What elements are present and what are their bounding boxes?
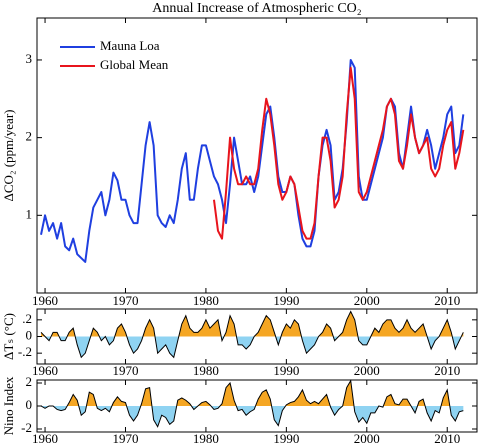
series-line [212, 66, 465, 240]
x-tick-label: 1980 [193, 363, 219, 378]
x-tick-label: 1970 [112, 431, 138, 446]
x-tick-label: 1960 [32, 363, 58, 378]
y-tick-label: 3 [26, 51, 33, 66]
x-tick-label: 2010 [434, 431, 460, 446]
y-tick-label: 0 [26, 327, 33, 342]
x-tick-label: 1990 [273, 293, 299, 308]
x-tick-label: 2010 [434, 293, 460, 308]
x-tick-label: 1960 [32, 431, 58, 446]
area-positive [41, 311, 464, 337]
x-tick-label: 1990 [273, 363, 299, 378]
area-line [40, 379, 464, 428]
x-tick-label: 1990 [273, 431, 299, 446]
y-tick-label: 2 [26, 374, 33, 389]
y-tick-label: -.2 [18, 344, 32, 359]
y-tick-label: -2 [21, 420, 32, 435]
y-tick-label: .2 [22, 311, 32, 326]
y-axis-label: ΔCO₂ (ppm/year) [1, 110, 16, 202]
x-tick-label: 1970 [112, 363, 138, 378]
x-tick-label: 2000 [354, 431, 380, 446]
area-line [40, 310, 464, 359]
legend-label: Mauna Loa [100, 38, 160, 53]
y-tick-label: 1 [26, 206, 33, 221]
x-tick-label: 2010 [434, 363, 460, 378]
x-tick-label: 2000 [354, 363, 380, 378]
area-positive [41, 380, 464, 406]
legend-label: Global Mean [100, 57, 169, 72]
x-tick-label: 1980 [193, 431, 219, 446]
y-axis-label: Nino Index [1, 376, 16, 435]
x-tick-label: 1980 [193, 293, 219, 308]
x-tick-label: 1970 [112, 293, 138, 308]
x-tick-label: 2000 [354, 293, 380, 308]
y-axis-label: ΔTₛ (°C) [1, 313, 16, 360]
area-negative [41, 406, 464, 427]
x-tick-label: 1960 [32, 293, 58, 308]
plot-frame [36, 17, 478, 294]
y-tick-label: 2 [26, 129, 33, 144]
chart-title: Annual Increase of Atmospheric CO₂ [152, 1, 361, 16]
y-tick-label: 0 [26, 397, 33, 412]
